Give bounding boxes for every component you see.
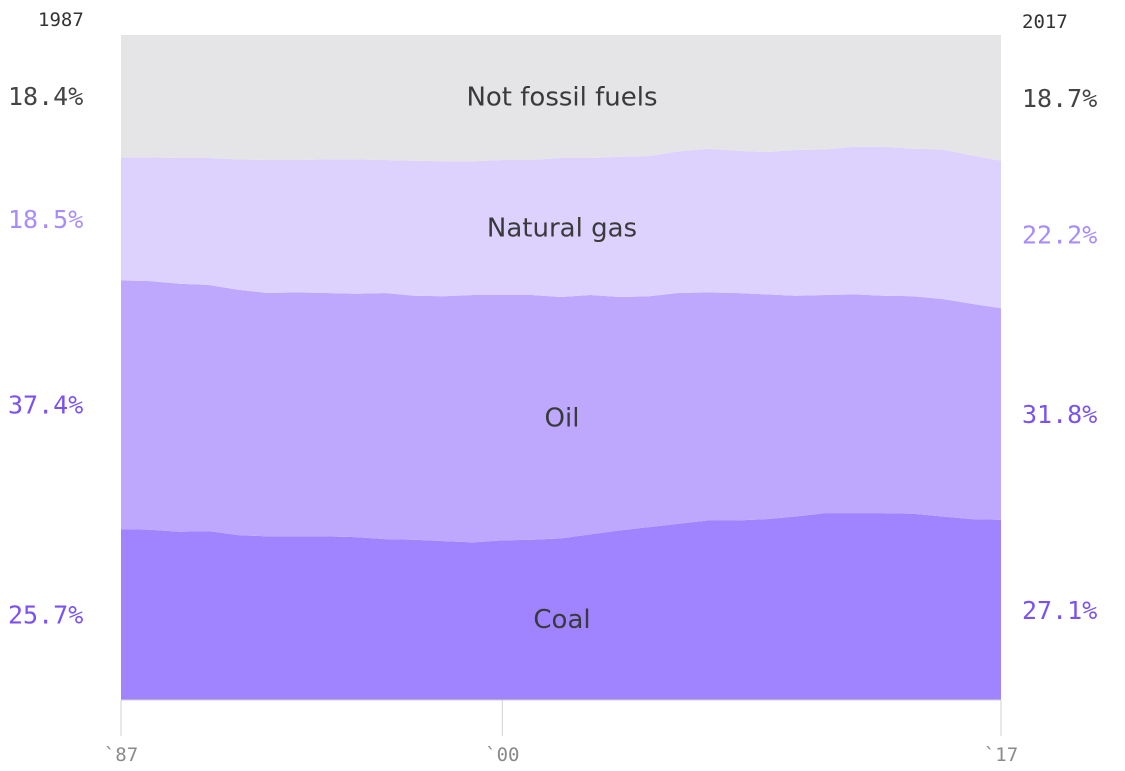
band-label-natural-gas: Natural gas: [487, 214, 637, 244]
area-oil: [121, 280, 1001, 543]
area-not-fossil-fuels: [121, 35, 1001, 162]
area-coal: [121, 513, 1001, 700]
area-layers: [121, 35, 1001, 700]
start-pct-not-fossil-fuels: 18.4%: [8, 82, 83, 111]
start-year-label: 1987: [38, 9, 84, 31]
area-natural-gas: [121, 146, 1001, 309]
inline-labels: Coal 25.7% 27.1% Oil 37.4% 31.8% Natural gas 18…: [8, 82, 1097, 635]
x-axis: `87 `00 `17: [104, 699, 1018, 766]
start-pct-oil: 37.4%: [8, 391, 83, 420]
x-tick-label-1987: `87: [104, 744, 138, 766]
band-label-coal: Coal: [533, 605, 590, 635]
end-year-label: 2017: [1022, 11, 1068, 33]
start-pct-coal: 25.7%: [8, 601, 83, 630]
band-label-not-fossil-fuels: Not fossil fuels: [466, 83, 657, 113]
end-pct-oil: 31.8%: [1022, 400, 1097, 429]
end-pct-natural-gas: 22.2%: [1022, 221, 1097, 250]
band-label-oil: Oil: [545, 404, 580, 434]
end-pct-not-fossil-fuels: 18.7%: [1022, 84, 1097, 113]
x-tick-label-2017: `17: [984, 744, 1018, 766]
start-pct-natural-gas: 18.5%: [8, 205, 83, 234]
end-pct-coal: 27.1%: [1022, 596, 1097, 625]
x-tick-label-2000: `00: [485, 744, 519, 766]
